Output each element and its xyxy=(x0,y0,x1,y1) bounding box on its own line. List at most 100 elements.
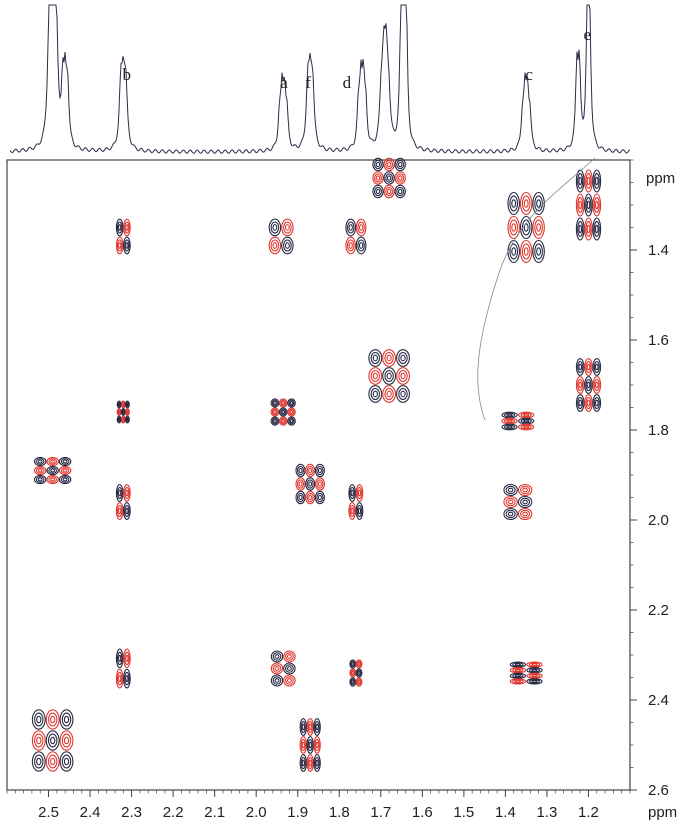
cross-peak-contour xyxy=(115,236,124,255)
cross-peak-contour xyxy=(48,467,58,474)
cross-peak-contour xyxy=(123,236,131,255)
cross-peak-contour xyxy=(383,171,395,185)
cross-peak-contour xyxy=(575,217,585,241)
cross-peak-contour xyxy=(383,184,395,199)
cross-peak-contour xyxy=(385,173,394,183)
cross-peak-contour xyxy=(522,499,528,505)
cross-peak-4 xyxy=(575,169,602,241)
cross-peak-contour xyxy=(117,410,121,414)
cross-peak-contour xyxy=(62,477,68,482)
cross-peak-contour xyxy=(118,489,122,497)
cross-peak-contour xyxy=(586,399,591,407)
cross-peak-contour xyxy=(125,654,129,663)
cross-peak-contour xyxy=(509,219,519,236)
cross-peak-contour xyxy=(503,424,516,430)
cross-peak-contour xyxy=(348,484,357,502)
cross-peak-contour xyxy=(348,242,353,249)
diagonal-peak-contour xyxy=(396,385,410,403)
cross-peak-contour xyxy=(356,678,362,686)
diagonal-peak-contour xyxy=(314,490,325,505)
cross-peak-contour xyxy=(278,416,288,426)
cross-peak-contour xyxy=(281,419,286,423)
cross-peak-contour xyxy=(283,239,292,252)
cross-peak-contour xyxy=(586,224,591,234)
y-tick-label: 1.6 xyxy=(648,332,669,349)
diagonal-peak-contour xyxy=(396,349,410,367)
cross-peak-contour xyxy=(397,188,403,195)
cross-peak-contour xyxy=(372,184,384,199)
cross-peak-contour xyxy=(512,667,524,673)
cross-peak-contour xyxy=(528,679,541,684)
cross-peak-contour xyxy=(281,410,286,414)
cross-peak-contour xyxy=(511,247,517,256)
cross-peak-contour xyxy=(521,243,531,260)
y-tick-label: 2.6 xyxy=(648,782,669,799)
cross-peak-contour xyxy=(270,221,280,234)
cross-peak-contour xyxy=(536,199,542,208)
projection-peak-labels: b a f d c e xyxy=(122,25,591,92)
cross-peak-contour xyxy=(512,679,524,684)
cross-peak-contour xyxy=(385,186,394,197)
cross-peak-contour xyxy=(507,487,514,493)
cross-peak-contour xyxy=(520,424,532,430)
y-tick-label: 2.0 xyxy=(648,512,669,529)
cross-peak-contour xyxy=(351,680,355,684)
cross-peak-contour xyxy=(115,648,124,669)
cross-peak-contour xyxy=(117,402,121,407)
cross-peak-contour xyxy=(283,221,292,234)
cross-peak-contour xyxy=(124,221,130,234)
cross-peak-contour xyxy=(522,487,528,493)
cross-peak-contour xyxy=(300,756,306,770)
cross-peak-contour xyxy=(315,741,319,749)
cross-peak-contour xyxy=(519,191,533,216)
cross-peak-contour xyxy=(46,474,59,485)
cross-peak-contour xyxy=(357,662,361,666)
cross-peak-contour xyxy=(121,416,126,423)
cross-peak-contour xyxy=(501,423,518,431)
cross-peak-contour xyxy=(575,394,585,412)
x-axis-unit-label: ppm xyxy=(648,804,677,821)
cross-peak-contour xyxy=(307,720,313,734)
cross-peak-15 xyxy=(270,650,296,687)
cross-peak-contour xyxy=(116,221,123,234)
cross-peak-contour xyxy=(348,224,353,231)
cross-peak-contour xyxy=(584,358,593,376)
cross-peak-contour xyxy=(523,199,529,208)
cross-peak-contour xyxy=(115,502,124,520)
diagonal-peak-contour xyxy=(306,492,314,503)
cross-peak-contour xyxy=(375,175,381,181)
cross-peak-contour xyxy=(50,468,56,473)
cross-peak-contour xyxy=(118,507,122,515)
diagonal-peak-contour xyxy=(370,369,381,383)
cross-peak-contour xyxy=(532,239,545,264)
cross-peak-contour xyxy=(357,239,365,252)
cross-peak-contour xyxy=(45,730,60,751)
cross-peak-contour xyxy=(285,676,294,685)
cross-peak-contour xyxy=(61,712,72,727)
diagonal-peak-contour xyxy=(305,490,316,505)
diagonal-peak-1 xyxy=(295,463,325,505)
x-tick-label: 1.5 xyxy=(453,804,474,821)
cross-peak-contour xyxy=(270,674,284,687)
cross-peak-contour xyxy=(578,200,583,210)
cross-peak-contour xyxy=(592,217,602,241)
cross-peak-contour xyxy=(518,423,535,431)
diagonal-peak-contour xyxy=(382,367,397,385)
diagonal-peak-contour xyxy=(308,481,313,487)
cross-peak-contour xyxy=(288,408,295,416)
cross-peak-contour xyxy=(122,410,125,414)
y-tick-label: 1.8 xyxy=(648,422,669,439)
cross-peak-contour xyxy=(35,467,45,474)
cross-peak-contour xyxy=(356,504,363,518)
cross-peak-contour xyxy=(35,476,45,483)
cross-peak-contour xyxy=(355,502,364,520)
cross-peak-contour xyxy=(59,751,74,772)
cross-peak-contour xyxy=(374,173,382,183)
cross-peak-contour xyxy=(124,486,130,500)
cross-peak-contour xyxy=(118,224,122,231)
diagonal-peak-contour xyxy=(295,490,306,505)
x-axis: 2.5 2.4 2.3 2.2 2.1 2.0 1.9 1.8 1.7 1.6 1.5 1.4 1.3 1… xyxy=(6,790,631,821)
cross-peak-8 xyxy=(501,411,535,431)
cross-peak-contour xyxy=(63,757,70,766)
